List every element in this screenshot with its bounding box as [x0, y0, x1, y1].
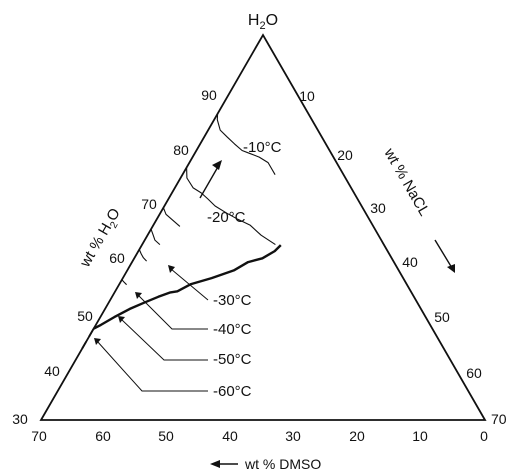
right-tick-label: 40: [402, 254, 418, 270]
isotherm-label-30: -30°C: [213, 292, 252, 309]
left-axis-ticks: 30 40 50 60 70 80 90: [12, 87, 217, 427]
isotherm-labels: -10°C -20°C -30°C -40°C -50°C -60°C: [207, 139, 282, 400]
bottom-axis-label: wt % DMSO: [244, 456, 321, 472]
triangle-frame: [39, 33, 487, 421]
right-axis-ticks: 10 20 30 40 50 60 70: [299, 88, 507, 427]
bottom-tick-label: 10: [412, 428, 428, 444]
leader-line-60: [96, 340, 208, 392]
leader-arrowhead-30: [168, 265, 175, 273]
isotherm-label-60: -60°C: [213, 383, 252, 400]
right-axis-arrowhead: [447, 264, 455, 273]
bottom-tick-label: 50: [158, 428, 174, 444]
leader-arrowhead-40: [135, 292, 142, 299]
series-line-60-C: [121, 279, 127, 286]
left-tick-label: 40: [44, 363, 60, 379]
bottom-axis-ticks: 70 60 50 40 30 20 10 0: [31, 428, 488, 444]
bottom-tick-label: 30: [285, 428, 301, 444]
isotherm-label-50: -50°C: [213, 351, 252, 368]
isotherm-curves: [81, 113, 282, 349]
leader-line-40: [137, 294, 208, 330]
series-line-30-C: [162, 207, 181, 227]
left-tick-label: 70: [141, 196, 157, 212]
bottom-tick-label: 40: [222, 428, 238, 444]
right-tick-label: 50: [434, 309, 450, 325]
bottom-axis-arrowhead: [210, 460, 220, 468]
right-tick-label: 10: [299, 88, 315, 104]
right-axis-arrow-shaft: [434, 239, 453, 269]
right-tick-label: 70: [491, 411, 507, 427]
left-tick-label: 80: [173, 142, 189, 158]
series-line-eutectic: [93, 244, 282, 330]
apex-label: H2O: [248, 12, 278, 32]
left-tick-label: 90: [201, 87, 217, 103]
bottom-tick-label: 70: [31, 428, 47, 444]
bottom-tick-label: 20: [349, 428, 365, 444]
isotherm-label-10: -10°C: [243, 139, 282, 156]
bottom-tick-label: 0: [480, 428, 488, 444]
right-tick-label: 20: [337, 147, 353, 163]
series-line-40-C: [150, 228, 161, 246]
leader-arrowhead-50: [118, 316, 125, 323]
series-line-20-C: [186, 167, 276, 246]
series-line-50-C: [138, 249, 147, 262]
left-axis-arrowhead: [212, 160, 222, 170]
bottom-tick-label: 60: [95, 428, 111, 444]
left-axis-arrow-shaft: [199, 164, 220, 199]
series-line-10-C: [216, 113, 276, 175]
leader-lines: [96, 268, 209, 392]
right-tick-label: 30: [370, 200, 386, 216]
isotherm-label-20: -20°C: [207, 209, 246, 226]
right-axis-label: wt % NaCL: [380, 145, 433, 219]
leader-line-50: [120, 318, 208, 361]
leader-arrowhead-60: [94, 338, 101, 345]
series-line-eutectic-extension: [81, 328, 95, 349]
left-tick-label: 60: [109, 250, 125, 266]
left-tick-label: 50: [77, 308, 93, 324]
isotherm-label-40: -40°C: [213, 321, 252, 338]
leader-arrowheads: [94, 265, 175, 345]
right-tick-label: 60: [466, 365, 482, 381]
left-tick-label: 30: [12, 411, 28, 427]
